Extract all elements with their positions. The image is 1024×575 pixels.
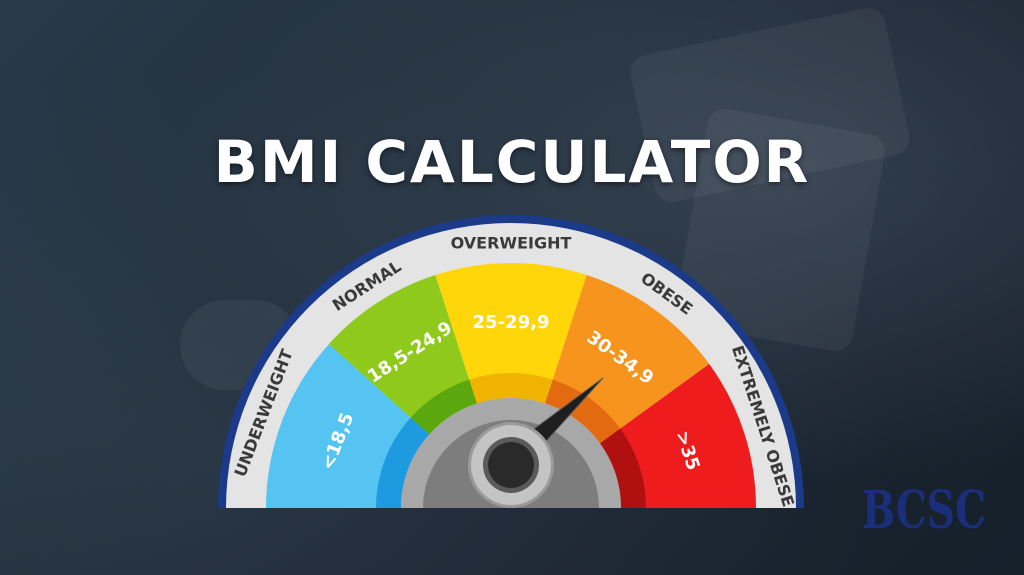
gauge-inner-segment-extremely-obese bbox=[599, 428, 646, 508]
page-title: BMI CALCULATOR bbox=[213, 128, 811, 196]
gauge-label-overweight: OVERWEIGHT bbox=[451, 234, 572, 253]
bcsc-logo: BCSC bbox=[862, 480, 986, 540]
gauge-inner-segment-obese bbox=[544, 379, 621, 444]
gauge-needle bbox=[468, 377, 604, 508]
gauge-inner-segment-overweight bbox=[469, 372, 553, 404]
gauge-inner-arc bbox=[376, 372, 646, 508]
gauge-inner-segment-underweight bbox=[376, 417, 430, 508]
gauge-range-overweight: 25-29,9 bbox=[473, 312, 550, 333]
gauge-segment-overweight bbox=[435, 262, 587, 404]
logo-text: BCSC bbox=[862, 480, 986, 540]
gauge-inner-segment-normal bbox=[410, 379, 478, 435]
